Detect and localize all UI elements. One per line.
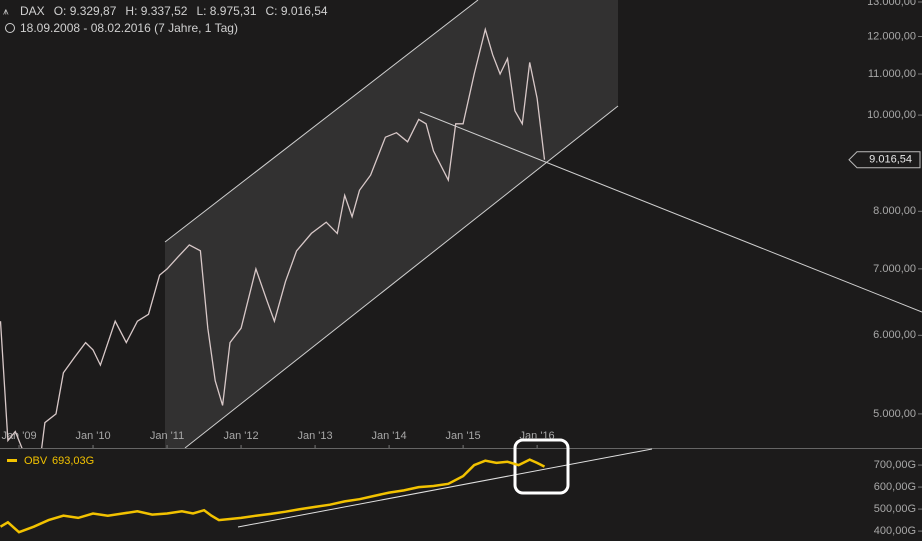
series-line: [0, 26, 546, 448]
x-tick-label: Jan '11: [150, 430, 184, 442]
y-tick-label: 8.000,00: [873, 205, 916, 217]
chart-icon: ⩚: [3, 7, 9, 18]
plot: [0, 26, 546, 448]
x-tick-label: Jan '16: [520, 430, 555, 442]
clock-icon: [5, 23, 15, 33]
high-label: H: 9.337,52: [125, 4, 187, 18]
y-tick-label: 13.000,00: [867, 0, 916, 8]
plot: [0, 458, 546, 534]
resistance-line: [419, 111, 922, 313]
y-tick-label: 700,00G: [874, 459, 916, 471]
y-tick-label: 10.000,00: [867, 109, 916, 121]
y-tick-label: 7.000,00: [873, 263, 916, 275]
low-label: L: 8.975,31: [196, 4, 256, 18]
x-tick-label: Jan '12: [223, 430, 258, 442]
x-tick-label: Jan '15: [446, 430, 481, 442]
x-tick-label: Jan '13: [298, 430, 333, 442]
x-tick-label: Jan '10: [75, 430, 110, 442]
y-tick-label: 6.000,00: [873, 329, 916, 341]
legend-swatch: [7, 459, 17, 462]
highlight-box: [513, 438, 570, 495]
x-tick-label: Jan '09: [1, 430, 36, 442]
header: ⩚ DAX O: 9.329,87 H: 9.337,52 L: 8.975,3…: [3, 4, 328, 35]
y-tick-label: 11.000,00: [868, 68, 916, 80]
y-tick-label: 5.000,00: [873, 408, 916, 420]
last-value-tag: [848, 151, 921, 169]
channel-upper-line: [164, 0, 479, 243]
obv-trend-line: [237, 448, 653, 528]
symbol: DAX: [20, 4, 45, 18]
close-label: C: 9.016,54: [266, 4, 328, 18]
open-label: O: 9.329,87: [54, 4, 117, 18]
legend-name: OBV: [24, 455, 48, 467]
y-tick-label: 600,00G: [874, 481, 916, 493]
x-tick-label: Jan '14: [372, 430, 407, 442]
last-value-label: 9.016,54: [869, 154, 912, 166]
channel-lower-line: [184, 105, 619, 449]
series-line: [0, 458, 546, 534]
y-tick-label: 400,00G: [874, 525, 916, 537]
period: 18.09.2008 - 08.02.2016 (7 Jahre, 1 Tag): [20, 21, 238, 35]
y-tick-label: 500,00G: [874, 503, 916, 515]
y-tick-label: 12.000,00: [867, 30, 916, 42]
trend-channel: [165, 0, 618, 448]
legend-value: 693,03G: [52, 455, 94, 467]
